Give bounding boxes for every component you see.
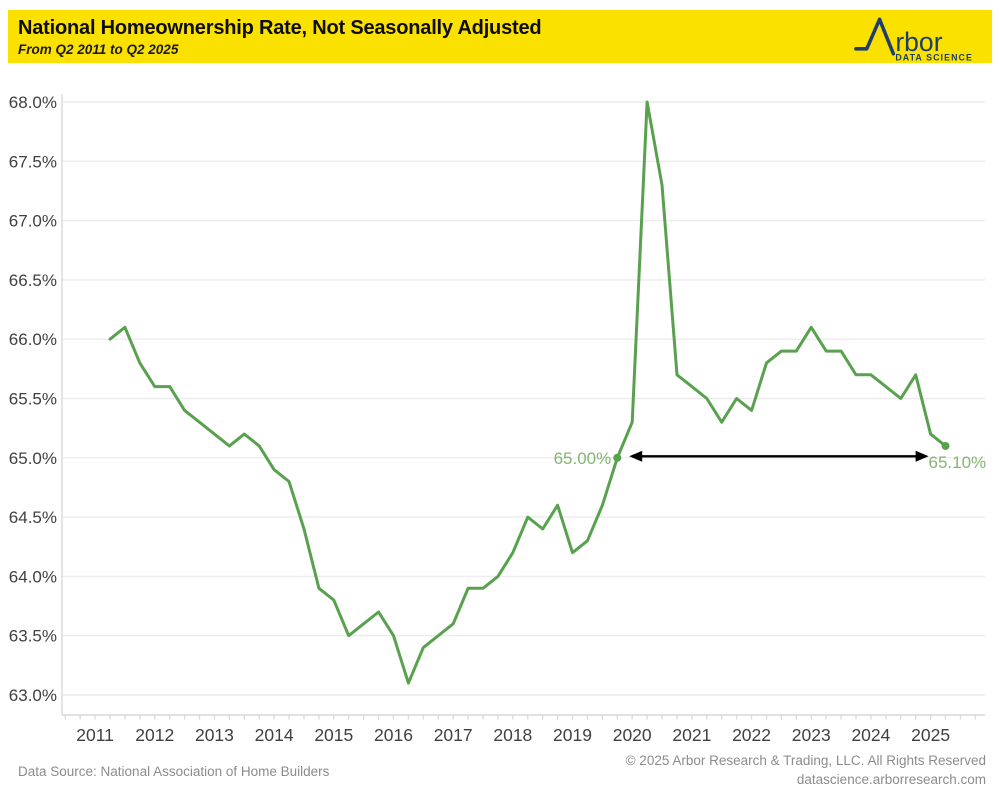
x-axis-label: 2012 (135, 725, 174, 745)
annotation-label: 65.10% (929, 453, 987, 472)
website-text: datascience.arborresearch.com (796, 772, 986, 787)
annotation-label: 65.00% (554, 449, 612, 468)
x-axis-label: 2025 (911, 725, 950, 745)
header-banner: National Homeownership Rate, Not Seasona… (8, 10, 992, 63)
legal-block: © 2025 Arbor Research & Trading, LLC. Al… (626, 751, 986, 789)
y-axis-label: 66.0% (9, 330, 57, 349)
x-axis-label: 2014 (255, 725, 294, 745)
x-axis-label: 2015 (314, 725, 353, 745)
y-axis-label: 67.0% (9, 212, 57, 231)
y-axis-label: 67.5% (9, 152, 57, 171)
y-axis-label: 64.5% (9, 508, 57, 527)
trend-arrow-head-left (629, 450, 643, 462)
chart-subtitle: From Q2 2011 to Q2 2025 (18, 41, 179, 57)
y-axis-label: 68.0% (9, 93, 57, 112)
series-line (108, 100, 947, 685)
x-axis-label: 2013 (195, 725, 234, 745)
x-axis-label: 2019 (553, 725, 592, 745)
x-axis-label: 2024 (851, 725, 890, 745)
trend-arrow-head-right (915, 450, 929, 462)
y-axis-label: 64.0% (9, 567, 57, 586)
x-axis-label: 2022 (732, 725, 771, 745)
x-axis-label: 2021 (672, 725, 711, 745)
arbor-logo: rbor DATA SCIENCE (854, 17, 973, 62)
x-axis-label: 2016 (374, 725, 413, 745)
y-axis-label: 66.5% (9, 271, 57, 290)
x-axis-label: 2020 (613, 725, 652, 745)
homeownership-line-chart: 68.0% 67.5% 67.0% 66.5% 66.0% 65.5% 65.0% 64.5%… (9, 93, 987, 745)
data-source-text: Data Source: National Association of Hom… (18, 764, 330, 779)
chart-title: National Homeownership Rate, Not Seasona… (18, 16, 542, 39)
y-axis-label: 65.5% (9, 390, 57, 409)
logo-brand-text: rbor (895, 26, 942, 56)
logo-mountain-icon (854, 17, 896, 56)
annotation-dot (613, 453, 622, 462)
x-axis-label: 2011 (76, 725, 114, 745)
y-axis-label: 65.0% (9, 449, 57, 468)
y-axis-label: 63.5% (9, 627, 57, 646)
y-axis-label: 63.0% (9, 686, 57, 705)
x-axis-label: 2023 (792, 725, 831, 745)
banner-text-block: National Homeownership Rate, Not Seasona… (18, 16, 542, 57)
copyright-text: © 2025 Arbor Research & Trading, LLC. Al… (625, 753, 986, 768)
x-axis-label: 2017 (434, 725, 473, 745)
annotation-dot (941, 441, 950, 450)
logo-tagline-text: DATA SCIENCE (895, 52, 973, 61)
x-axis-label: 2018 (493, 725, 532, 745)
